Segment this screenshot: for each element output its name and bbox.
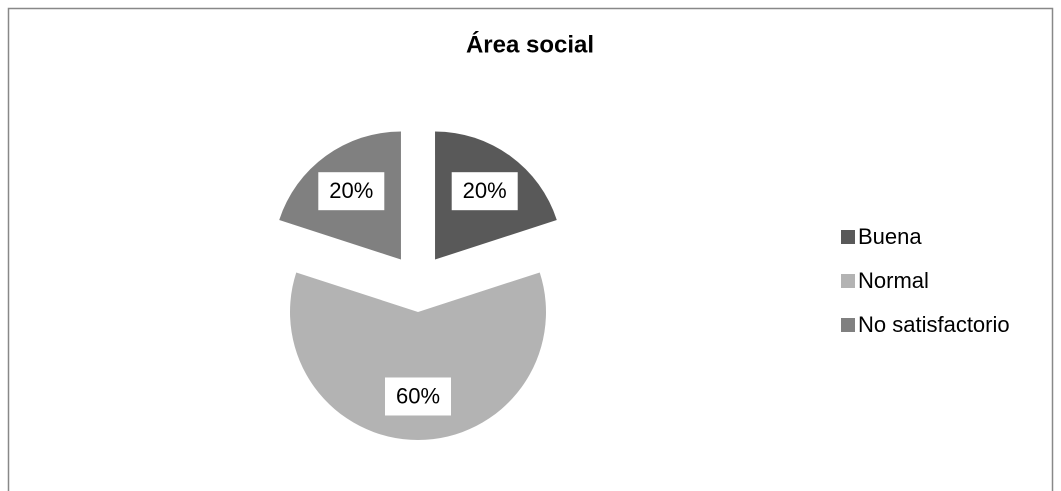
data-label-box: [451, 172, 518, 211]
legend-swatch: [841, 318, 855, 332]
data-label-box: [385, 377, 451, 416]
legend-label: No satisfactorio: [858, 312, 1010, 337]
legend-label: Normal: [858, 268, 929, 293]
data-label: 60%: [396, 383, 440, 408]
data-label: 20%: [463, 178, 507, 203]
legend-swatch: [841, 230, 855, 244]
chart-title: Área social: [466, 30, 594, 58]
data-label: 20%: [329, 178, 373, 203]
legend-swatch: [841, 274, 855, 288]
legend-label: Buena: [858, 224, 922, 249]
data-label-box: [318, 172, 385, 211]
pie-slice: [290, 272, 546, 441]
chart-frame: [7, 7, 1054, 491]
